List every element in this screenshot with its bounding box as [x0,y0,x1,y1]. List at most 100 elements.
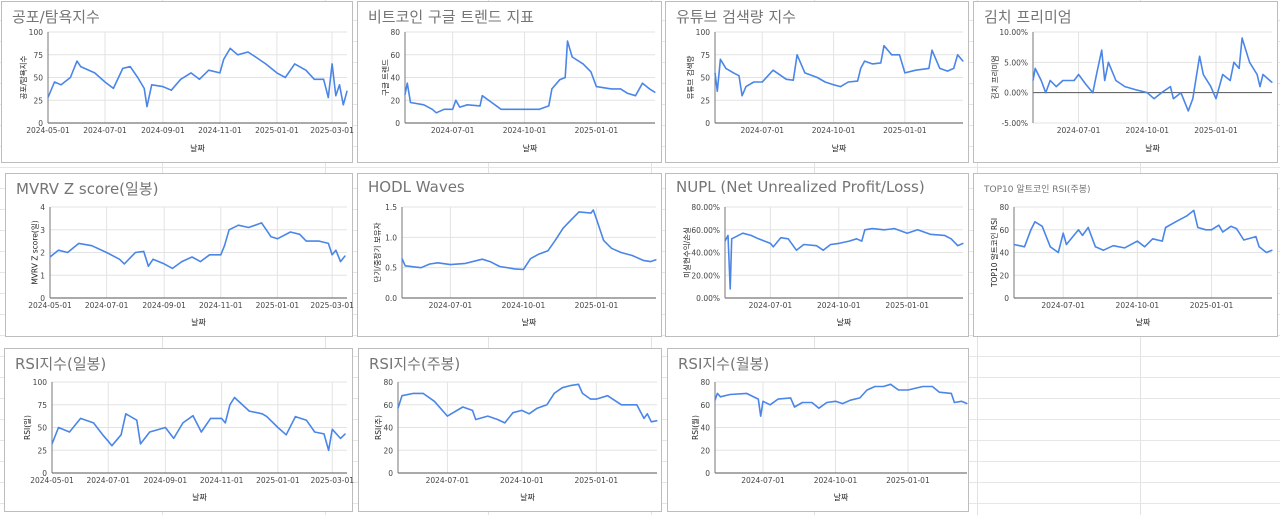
data-point [191,256,193,258]
chart-svg: 2024-07-01 2024-10-01 2025-01-01 0.00% 20.00… [681,203,964,327]
y-tick-label: 25 [37,446,47,455]
data-point [1055,86,1057,88]
data-point [1030,229,1032,231]
data-point [335,249,337,251]
data-point [577,383,580,385]
data-point [864,229,866,231]
data-point [826,401,828,404]
chart-title: HODL Waves [368,178,465,196]
data-point [94,72,96,74]
data-point [871,63,873,65]
data-point [1112,245,1114,247]
x-tick-label: 2024-07-01 [1057,126,1101,135]
chart-panel-google-trends[interactable]: 비트코인 구글 트렌드 지표 2024-07-01 2024-10-01 2025-0… [357,1,662,163]
x-tick-label: 2024-11-01 [200,476,244,485]
chart-panel-top10-alt-rsi[interactable]: TOP10 알트코인 RSI(주봉) 2024-07-01 2024-10-01 20… [973,173,1278,337]
data-point [102,434,104,436]
chart-panel-rsi-daily[interactable]: RSI지수(일봉) 2024-05-01 2024-07-01 2024-09-01 2… [4,348,354,512]
y-tick-label: 40 [999,249,1009,258]
chart-panel-nupl[interactable]: NUPL (Net Unrealized Profit/Loss) 2024-07… [665,173,969,337]
data-point [1077,73,1080,76]
data-point [795,249,797,251]
data-point [636,404,638,406]
data-point [255,56,257,59]
series-line [1013,209,1273,254]
data-point [1255,235,1257,238]
series-line [404,40,656,114]
x-tick-label: 2024-11-01 [199,301,243,310]
data-point [464,262,467,265]
data-point [123,263,125,265]
data-point [1146,92,1148,94]
x-tick-label: 2025-01-01 [575,301,619,310]
data-point [224,422,226,424]
x-tick-label: 2024-10-01 [817,301,861,310]
data-point [966,403,968,405]
x-tick-label: 2024-07-01 [749,301,793,310]
data-point [551,88,553,90]
x-axis-label: 날짜 [520,492,535,502]
data-point [564,76,566,79]
data-point [209,254,211,256]
y-tick-label: 60 [999,226,1009,235]
x-tick-label: 2024-05-01 [30,476,74,485]
data-point [561,387,563,389]
data-point [1153,98,1155,100]
y-tick-label: 80 [383,378,393,387]
data-point [305,419,308,421]
data-point [931,385,933,388]
y-tick-label: 50 [33,74,43,83]
data-point [1262,73,1264,76]
series-line [714,44,964,97]
x-tick-label: 2024-10-01 [500,476,544,485]
data-point [344,433,346,435]
chart-panel-hodl-waves[interactable]: HODL Waves 2024-07-01 2024-10-01 2025-01-01… [357,173,662,337]
chart-panel-rsi-monthly[interactable]: RSI지수(월봉) 2024-07-01 2024-10-01 2025-01-01 0… [667,348,969,512]
y-tick-label: 60 [390,51,400,60]
data-point [1265,251,1267,254]
data-point [547,250,549,252]
data-point [521,409,523,412]
data-point [327,449,330,451]
data-point [180,78,182,80]
chart-panel-youtube-search[interactable]: 유튜브 검색량 지수 2024-07-01 2024-10-01 2025-01-01… [665,1,969,163]
chart-panel-kimchi-premium[interactable]: 김치 프리미엄 2024-07-01 2024-10-01 2025-01-01 -5.… [973,1,1278,163]
data-point [299,233,301,235]
data-point [536,407,538,409]
chart-svg: 2024-07-01 2024-10-01 2025-01-01 0 20 40 60 80 R… [690,378,968,502]
data-point [437,262,439,264]
chart-panel-fear-greed[interactable]: 공포/탐욕지수 2024-05-01 2024-07-01 2024-09-01 202… [1,1,354,163]
data-point [571,218,573,220]
data-point [727,234,729,237]
data-point [1192,98,1194,100]
data-point [1092,92,1094,94]
y-tick-label: 0 [705,469,710,478]
y-tick-label: 20 [390,96,400,105]
data-point [883,229,885,231]
data-point [462,406,464,408]
data-point [907,389,909,391]
data-point [769,242,771,244]
data-point [401,395,403,397]
chart-panel-rsi-weekly[interactable]: RSI지수(주봉) 2024-07-01 2024-10-01 2025-01-01 0… [358,348,662,512]
data-point [839,86,842,88]
data-point [228,229,230,231]
x-tick-label: 2024-10-01 [503,126,547,135]
data-point [261,413,263,415]
y-axis-label: 유튜브 검색량 [685,56,695,100]
chart-title: 유튜브 검색량 지수 [676,8,796,26]
data-point [882,385,885,388]
y-tick-label: 40 [390,74,400,83]
y-tick-label: 0.00% [1004,89,1028,98]
data-point [487,415,489,417]
x-tick-label: 2024-07-01 [431,126,475,135]
data-point [397,407,399,409]
data-point [409,101,412,104]
chart-svg: 2024-07-01 2024-10-01 2025-01-01 0 20 40 60 80 R… [374,378,658,502]
data-point [139,443,142,445]
data-point [143,87,145,90]
data-point [289,231,291,233]
data-point [171,267,174,270]
chart-panel-mvrv-z-score[interactable]: MVRV Z score(일봉) 2024-05-01 2024-07-01 2024… [5,173,354,337]
data-point [738,75,740,77]
